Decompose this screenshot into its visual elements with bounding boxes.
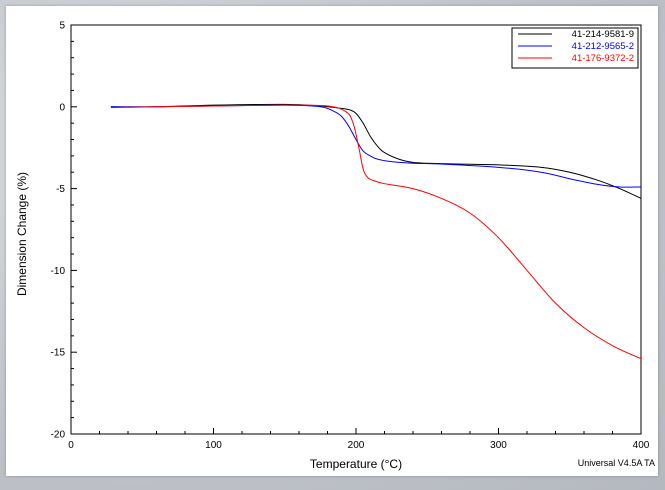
- series-line-3: [110, 104, 642, 360]
- axes: 0 100 200 300 400 5 0 -5 -10 -15 -20: [51, 21, 650, 452]
- legend: 41-214-9581-941-212-9565-241-176-9372-2: [511, 27, 639, 69]
- legend-entry-label: 41-176-9372-2: [572, 53, 634, 64]
- y-tick-label: -20: [51, 430, 66, 441]
- y-tick-label: -5: [56, 184, 65, 195]
- y-tick-label: 0: [59, 102, 65, 113]
- y-tick-label: -10: [51, 266, 66, 277]
- legend-entry-label: 41-214-9581-9: [572, 29, 634, 40]
- plot-area: [70, 24, 642, 435]
- legend-box: [511, 27, 639, 69]
- x-tick-label: 100: [205, 440, 222, 451]
- chart-panel: 0 100 200 300 400 5 0 -5 -10 -15 -20 41-214-9581-9…: [6, 6, 658, 476]
- legend-entry-label: 41-212-9565-2: [572, 41, 634, 52]
- x-axis-label: Temperature (°C): [310, 457, 402, 471]
- chart: 0 100 200 300 400 5 0 -5 -10 -15 -20 41-214-9581-9…: [15, 21, 655, 472]
- y-tick-label: 5: [59, 21, 65, 32]
- series-group: [110, 103, 642, 360]
- x-tick-label: 400: [633, 440, 650, 451]
- footer-text: Universal V4.5A TA: [578, 458, 655, 468]
- y-tick-label: -15: [51, 348, 66, 359]
- x-tick-label: 0: [68, 440, 74, 451]
- y-axis-label: Dimension Change (%): [15, 172, 29, 296]
- x-tick-label: 300: [490, 440, 507, 451]
- x-tick-label: 200: [348, 440, 365, 451]
